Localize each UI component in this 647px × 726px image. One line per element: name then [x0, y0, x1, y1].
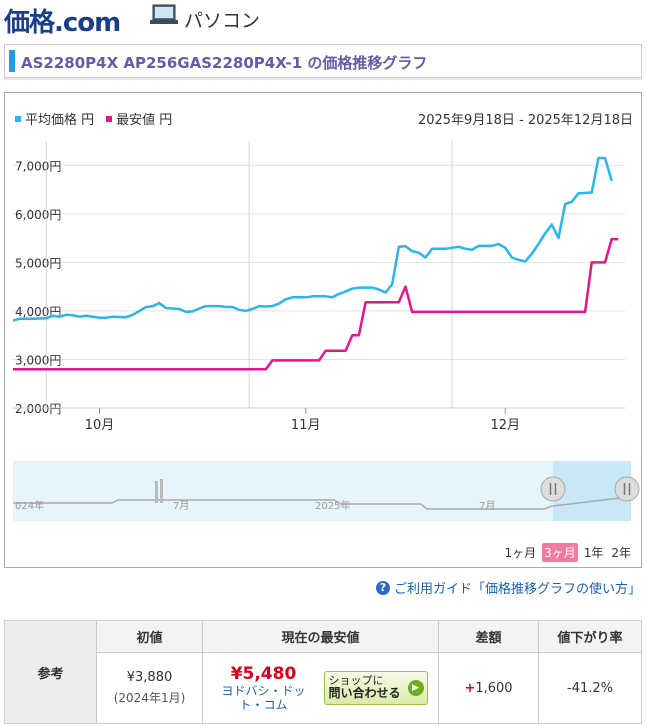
current-price[interactable]: ¥5,480: [230, 664, 297, 684]
legend-avg-swatch: [15, 115, 21, 122]
range-3m[interactable]: 3ヶ月: [542, 543, 578, 562]
x-tick-label: 10月: [85, 418, 115, 433]
diff-cell: +1,600: [438, 652, 539, 724]
guide-link[interactable]: ? ご利用ガイド「価格推移グラフの使い方」: [375, 578, 641, 597]
min-price-line: [13, 237, 619, 371]
navigator-spike: [155, 481, 158, 503]
navigator-handle[interactable]: [614, 476, 640, 502]
reference-row-label: 参考: [4, 620, 97, 724]
range-selector: 1ヶ月 3ヶ月 1年 2年: [502, 543, 633, 562]
range-1y[interactable]: 1年: [583, 546, 604, 560]
legend-min[interactable]: 最安値 円: [106, 109, 172, 128]
navigator-label: 7月: [173, 500, 189, 512]
y-tick-label: 2,000円: [15, 402, 61, 416]
page-title-bar: AS2280P4X AP256GAS2280P4X-1 の価格推移グラフ: [4, 44, 642, 78]
y-tick-label: 5,000円: [15, 256, 61, 270]
x-tick-label: 12月: [490, 418, 520, 433]
range-navigator[interactable]: 024年 7月 2025年 7月: [5, 459, 641, 523]
drop-rate-cell: -41.2%: [538, 652, 642, 724]
navigator-label: 2025年: [315, 499, 350, 512]
header-current: 現在の最安値: [202, 620, 439, 653]
range-2y[interactable]: 2年: [611, 546, 631, 560]
initial-date: (2024年1月): [113, 691, 186, 705]
ask-button-line1: ショップに: [328, 674, 384, 687]
initial-price-cell: ¥3,880 (2024年1月): [96, 652, 203, 724]
navigator-handle[interactable]: [540, 476, 566, 502]
handle-knob: [540, 476, 566, 502]
page-title: AS2280P4X AP256GAS2280P4X-1 の価格推移グラフ: [21, 54, 428, 72]
y-tick-label: 3,000円: [15, 353, 61, 367]
ask-button-line2: 問い合わせる: [328, 686, 401, 700]
y-tick-label: 6,000円: [15, 208, 61, 222]
navigator-background: [13, 461, 631, 521]
navigator-label: 7月: [479, 500, 495, 512]
diff-value: 1,600: [475, 680, 513, 696]
avg-price-line: [12, 156, 613, 322]
arrow-right-icon: ▶: [407, 680, 424, 696]
category-label[interactable]: パソコン: [184, 10, 261, 32]
main-plot[interactable]: 2,000円 3,000円 4,000円 5,000円 6,000円 7,000円 10月 1…: [5, 133, 641, 443]
drop-rate: -41.2%: [567, 680, 613, 696]
diff-sign: +: [464, 680, 476, 696]
header-drop-rate: 値下がり率: [538, 620, 642, 653]
ask-shop-button[interactable]: ショップに 問い合わせる ▶: [323, 671, 428, 705]
header-diff: 差額: [438, 620, 539, 653]
legend-min-label: 最安値 円: [116, 113, 173, 128]
guide-link-text[interactable]: ご利用ガイド「価格推移グラフの使い方」: [393, 582, 641, 597]
navigator-label: 024年: [15, 499, 44, 512]
help-icon: ?: [375, 580, 390, 595]
x-tick-label: 11月: [291, 418, 321, 433]
date-range: 2025年9月18日 - 2025年12月18日: [417, 113, 633, 128]
legend-avg-label: 平均価格 円: [25, 113, 95, 128]
site-header: 価格.com パソコン: [0, 0, 647, 40]
reference-table: 参考 初値 現在の最安値 差額 値下がり率 ¥3,880 (2024年1月) ¥…: [4, 620, 642, 724]
legend-avg[interactable]: 平均価格 円: [15, 109, 94, 128]
kakaku-logo[interactable]: 価格.com: [4, 8, 121, 38]
current-price-cell: ¥5,480 ヨドバシ・ドット・コム ショップに 問い合わせる ▶: [202, 652, 439, 724]
price-chart: 平均価格 円 最安値 円 2025年9月18日 - 2025年12月18日 2,…: [4, 92, 642, 568]
y-tick-label: 7,000円: [15, 159, 61, 173]
shop-link[interactable]: ヨドバシ・ドット・コム: [221, 684, 306, 712]
chart-legend: 平均価格 円 最安値 円: [15, 109, 172, 128]
header-initial: 初値: [96, 620, 203, 653]
initial-price: ¥3,880: [126, 670, 173, 685]
range-1m[interactable]: 1ヶ月: [504, 546, 537, 560]
title-accent: [9, 50, 15, 72]
navigator-line: [13, 495, 632, 510]
y-tick-label: 4,000円: [15, 305, 61, 319]
handle-knob: [614, 476, 640, 502]
laptop-icon: [150, 4, 178, 24]
legend-min-swatch: [106, 115, 113, 122]
navigator-spike: [160, 479, 163, 503]
